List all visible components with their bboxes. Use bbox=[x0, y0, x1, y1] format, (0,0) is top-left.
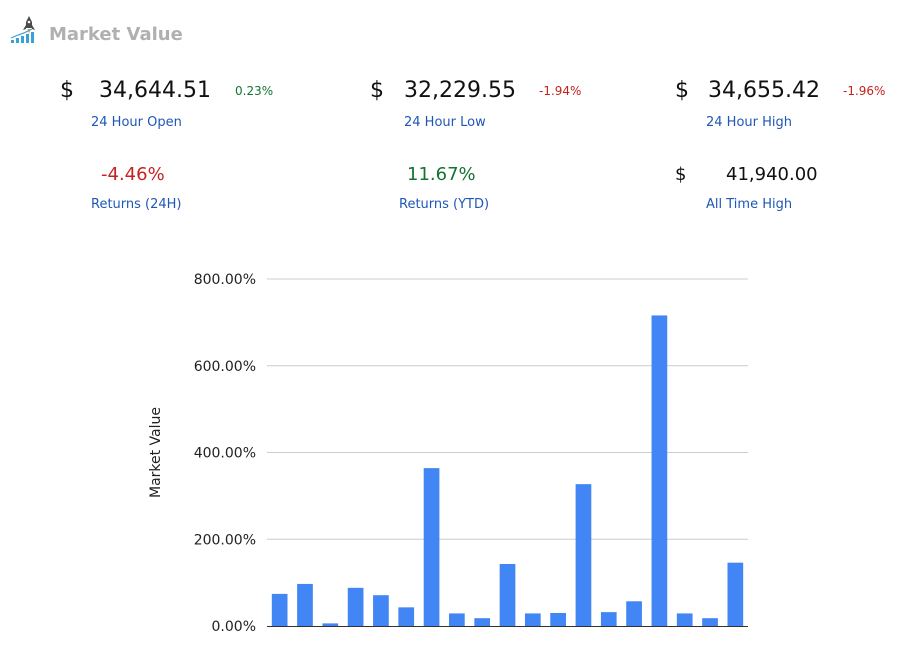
bar[interactable] bbox=[297, 583, 313, 626]
bar[interactable] bbox=[575, 484, 592, 626]
stat-value: 34,655.42 bbox=[708, 78, 820, 103]
stat-change: 0.23% bbox=[235, 84, 274, 98]
stat-value: -4.46% bbox=[101, 164, 165, 185]
bar[interactable] bbox=[702, 618, 718, 626]
stat-label: Returns (24H) bbox=[91, 197, 182, 212]
header: Market Value bbox=[10, 6, 183, 46]
stat-label: 24 Hour High bbox=[706, 115, 792, 130]
bar[interactable] bbox=[727, 562, 744, 626]
bar[interactable] bbox=[373, 595, 389, 626]
bar[interactable] bbox=[347, 587, 364, 626]
stat-label: Returns (YTD) bbox=[399, 197, 490, 212]
stat-change: -1.94% bbox=[539, 84, 582, 98]
y-tick-label: 200.00% bbox=[194, 532, 256, 548]
bar[interactable] bbox=[550, 612, 566, 626]
currency-symbol: $ bbox=[675, 78, 689, 103]
stat-label: 24 Hour Low bbox=[404, 115, 486, 130]
stat-value: 34,644.51 bbox=[99, 78, 211, 103]
currency-symbol: $ bbox=[370, 78, 384, 103]
y-axis-ticks: 0.00% 200.00% 400.00% 600.00% 800.00% bbox=[194, 272, 256, 635]
currency-symbol: $ bbox=[60, 78, 74, 103]
y-axis-label: Market Value bbox=[148, 407, 164, 498]
bars bbox=[271, 315, 744, 626]
currency-symbol: $ bbox=[675, 164, 687, 185]
bar[interactable] bbox=[524, 613, 541, 626]
grid-lines bbox=[267, 278, 748, 540]
bar[interactable] bbox=[271, 593, 288, 626]
stat-label: 24 Hour Open bbox=[91, 115, 182, 130]
rocket-chart-icon bbox=[10, 16, 35, 43]
bar[interactable] bbox=[676, 613, 693, 626]
stat-value: 11.67% bbox=[407, 164, 476, 185]
bar[interactable] bbox=[600, 612, 617, 626]
y-tick-label: 400.00% bbox=[194, 446, 256, 462]
stat-value: 41,940.00 bbox=[726, 164, 818, 185]
bar-chart: 0.00% 200.00% 400.00% 600.00% 800.00% Market… bbox=[148, 272, 748, 635]
bar[interactable] bbox=[322, 623, 339, 626]
bar[interactable] bbox=[499, 563, 516, 626]
stat-value: 32,229.55 bbox=[404, 78, 516, 103]
bar[interactable] bbox=[474, 618, 491, 626]
bar[interactable] bbox=[423, 468, 440, 626]
bar[interactable] bbox=[449, 613, 465, 626]
market-value-chart: 0.00% 200.00% 400.00% 600.00% 800.00% Market… bbox=[130, 255, 770, 655]
bar[interactable] bbox=[626, 601, 642, 626]
page-title: Market Value bbox=[49, 24, 183, 45]
stat-label: All Time High bbox=[706, 197, 793, 212]
y-tick-label: 600.00% bbox=[194, 359, 256, 375]
bar[interactable] bbox=[651, 315, 668, 626]
bar[interactable] bbox=[398, 607, 415, 626]
y-tick-label: 800.00% bbox=[194, 272, 256, 288]
y-tick-label: 0.00% bbox=[212, 619, 256, 635]
stat-change: -1.96% bbox=[843, 84, 886, 98]
